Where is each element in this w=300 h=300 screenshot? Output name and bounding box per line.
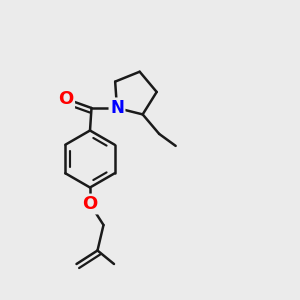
- Text: N: N: [110, 99, 124, 117]
- Text: O: O: [58, 90, 74, 108]
- Text: O: O: [82, 195, 98, 213]
- Text: N: N: [110, 99, 124, 117]
